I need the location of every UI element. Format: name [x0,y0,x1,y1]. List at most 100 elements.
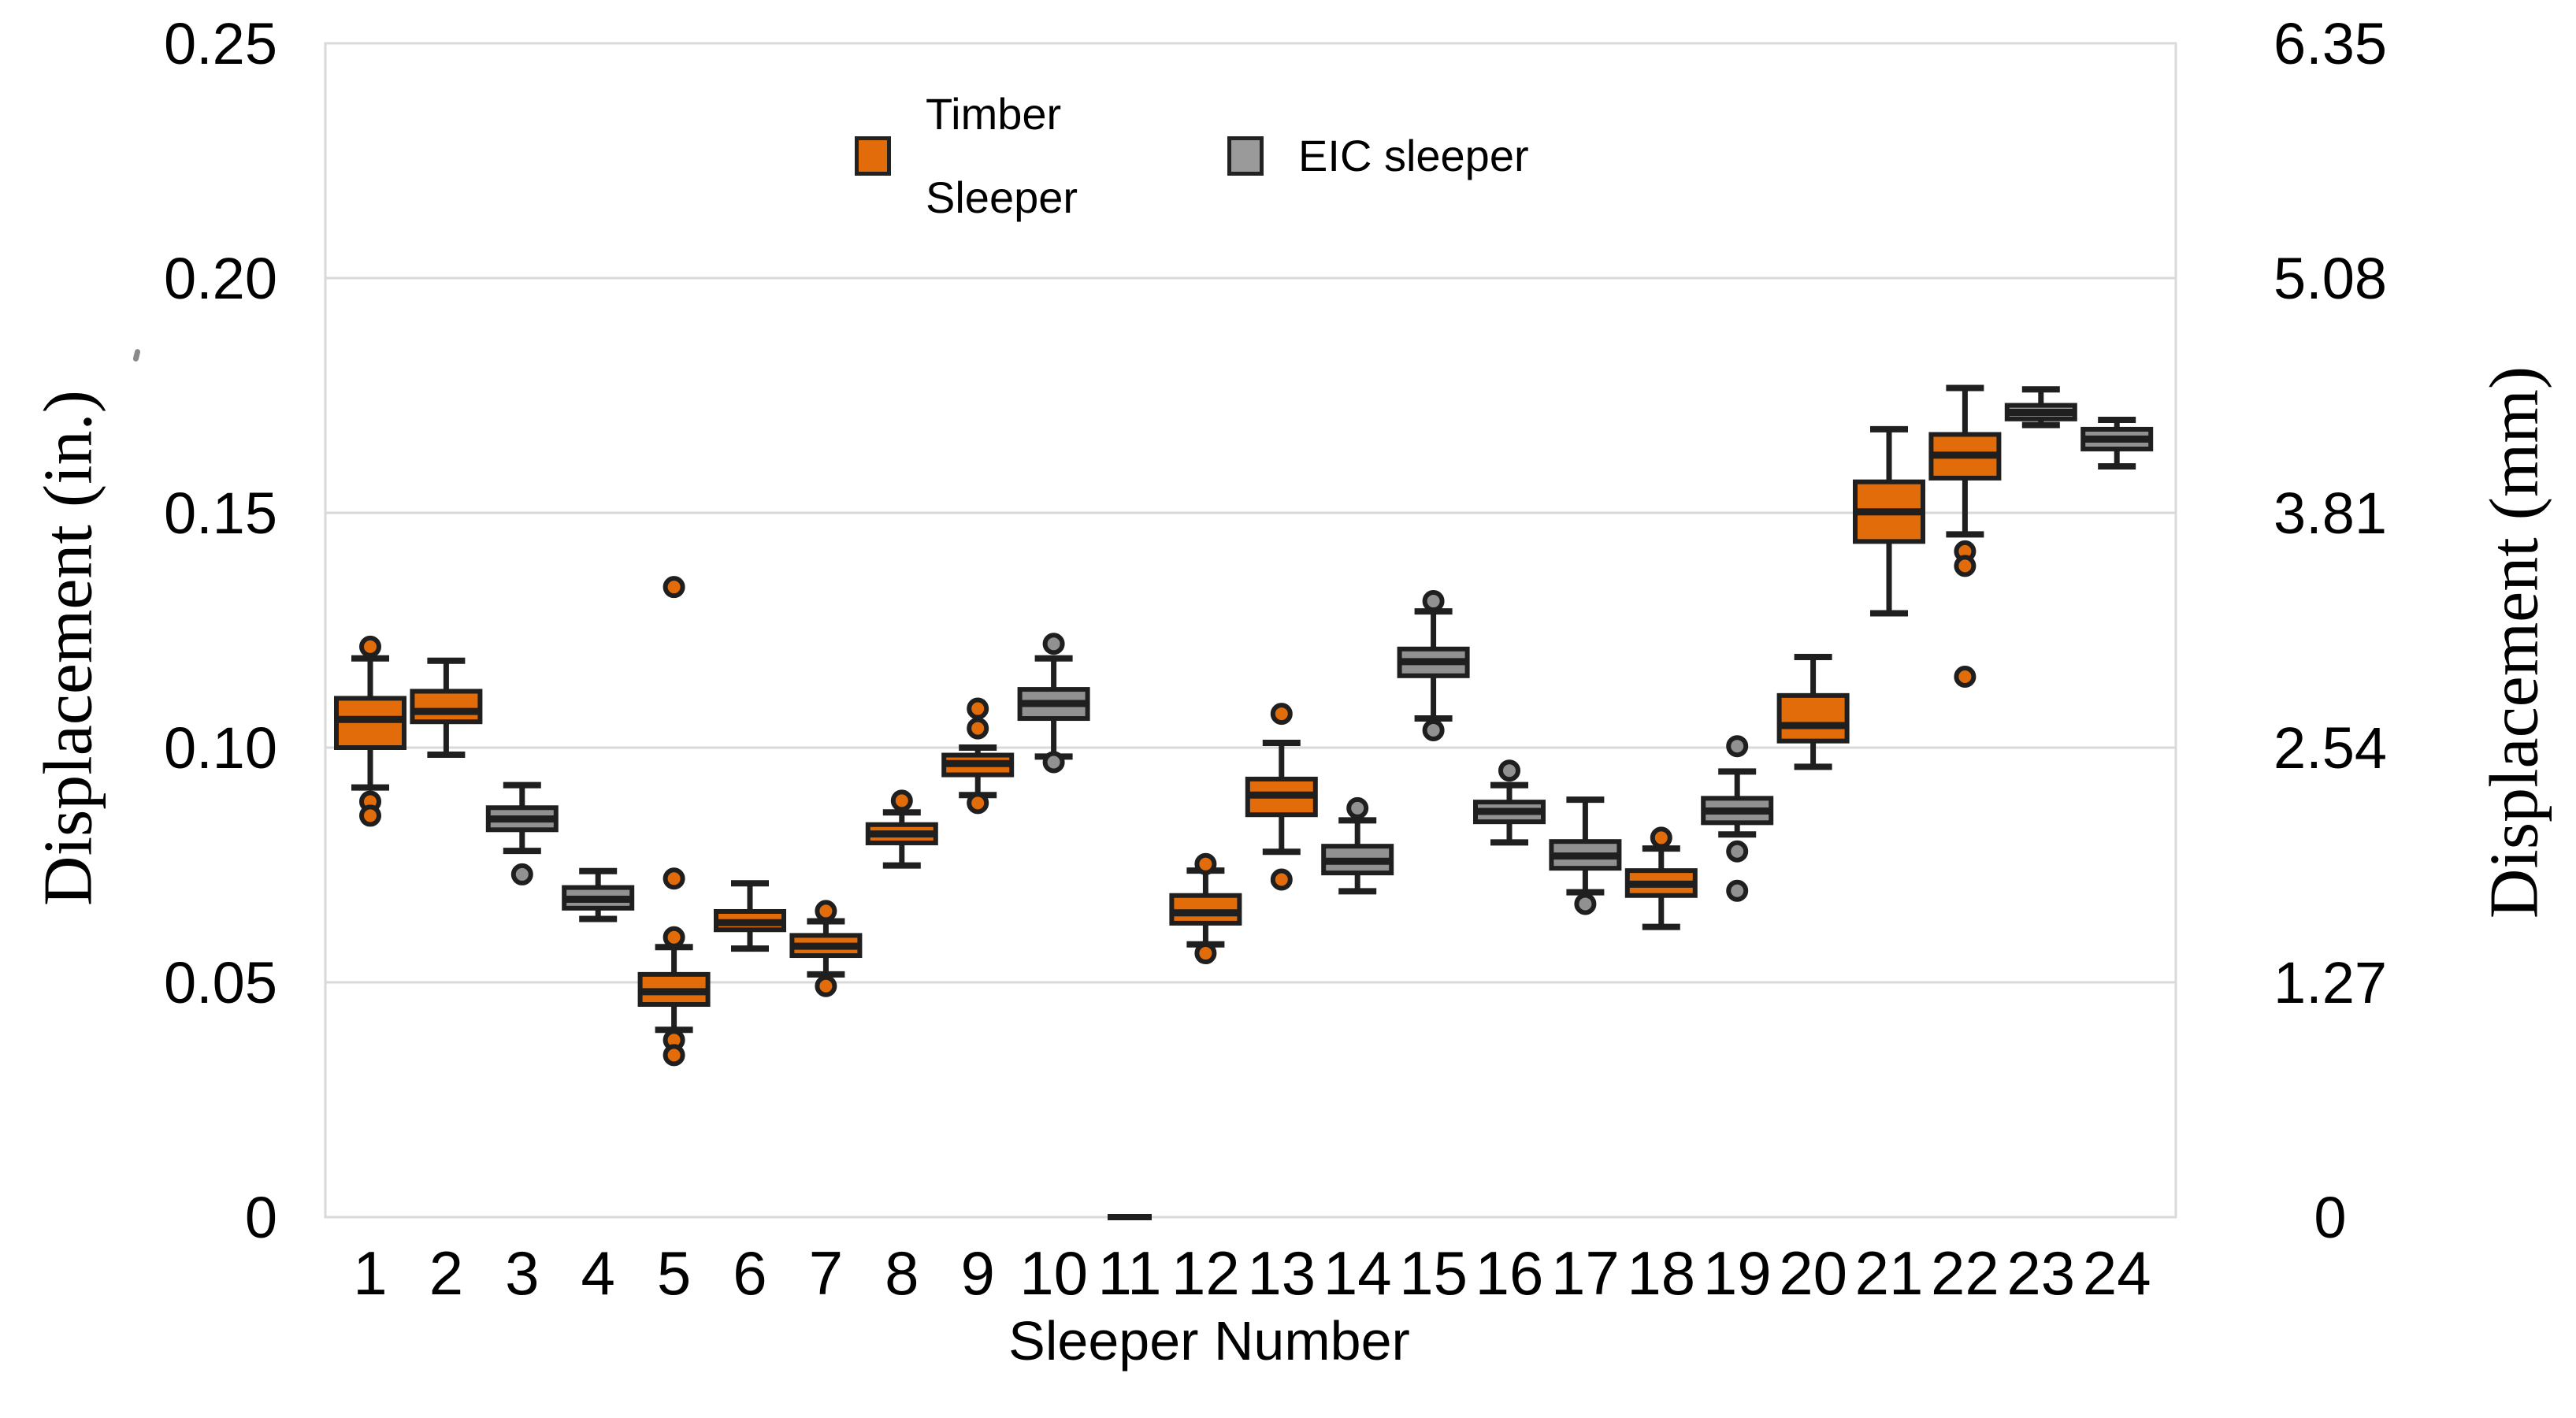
boxplot-sleeper-8 [865,789,938,869]
legend: Timber Sleeper EIC sleeper [855,72,1529,240]
outlier-dot [663,926,685,948]
boxplot-sleeper-3 [485,781,559,885]
x-tick-10: 10 [1019,1238,1088,1308]
x-axis-title: Sleeper Number [1008,1310,1410,1372]
outlier-dot [1194,852,1217,875]
x-tick-9: 9 [961,1238,995,1308]
outlier-dot [1270,868,1293,891]
outlier-dot [967,697,989,720]
x-tick-24: 24 [2083,1238,2151,1308]
boxplot-sleeper-24 [2080,416,2154,470]
outlier-dot [663,1044,685,1067]
outlier-dot [1194,942,1217,965]
x-tick-12: 12 [1171,1238,1240,1308]
x-tick-17: 17 [1551,1238,1620,1308]
boxplot-sleeper-4 [562,867,635,922]
y-tick-left-0.05: 0.05 [164,950,277,1015]
boxplot-sleeper-6 [714,880,786,952]
outlier-dot [1650,826,1672,849]
box-rect [410,689,483,725]
legend-item-timber: Timber Sleeper [855,72,1078,240]
x-tick-23: 23 [2006,1238,2075,1308]
x-tick-21: 21 [1855,1238,1924,1308]
y-tick-right-1.27: 1.27 [2273,950,2387,1015]
y-tick-right-0: 0 [2314,1185,2346,1250]
boxplot-sleeper-12 [1169,852,1242,965]
boxplot-sleeper-1 [334,635,406,827]
x-tick-4: 4 [581,1238,615,1308]
legend-swatch-eic-icon [1227,136,1264,176]
boxplot-sleeper-19 [1701,735,1774,902]
x-tick-15: 15 [1399,1238,1468,1308]
legend-item-eic: EIC sleeper [1227,114,1529,198]
legend-label-timber: Timber Sleeper [926,89,1078,223]
x-tick-7: 7 [809,1238,843,1308]
boxplot-sleeper-21 [1853,425,1925,617]
boxplot-sleeper-20 [1776,653,1850,770]
x-tick-22: 22 [1931,1238,1999,1308]
boxplot-sleeper-13 [1245,703,1318,891]
boxplot-sleeper-10 [1017,633,1090,774]
y-tick-right-6.35: 6.35 [2273,11,2387,76]
outlier-dot [1422,590,1445,613]
outlier-dot [1726,735,1749,758]
boxplot-sleeper-18 [1624,826,1698,930]
y-tick-left-0: 0 [245,1185,277,1250]
x-tick-2: 2 [429,1238,463,1308]
y-tick-left-0.15: 0.15 [164,481,277,546]
boxplot-sleeper-16 [1473,759,1546,846]
outlier-dot [1498,759,1520,782]
outlier-dot [1422,718,1445,741]
x-tick-14: 14 [1323,1238,1392,1308]
outlier-dot [510,863,533,885]
boxplot-sleeper-15 [1397,590,1470,741]
x-tick-13: 13 [1247,1238,1316,1308]
outlier-dot [1346,796,1369,819]
boxplot-sleeper-14 [1321,796,1394,895]
legend-label-eic: EIC sleeper [1298,131,1529,181]
outlier-dot [1726,840,1749,863]
y-tick-left-0.20: 0.20 [164,246,277,311]
y-tick-right-3.81: 3.81 [2273,481,2387,546]
outlier-dot [1726,879,1749,902]
outlier-dot [1042,633,1065,655]
box-rect [1776,692,1850,744]
x-tick-20: 20 [1779,1238,1847,1308]
x-tick-8: 8 [885,1238,919,1308]
x-tick-5: 5 [657,1238,691,1308]
x-tick-3: 3 [505,1238,539,1308]
y-tick-left-0.10: 0.10 [164,715,277,781]
legend-swatch-timber-icon [855,136,891,176]
x-tick-16: 16 [1475,1238,1544,1308]
outlier-dot [1042,751,1065,774]
y-axis-title-left: Displacement (in.) [30,390,107,906]
outlier-dot [967,717,989,740]
y-tick-right-5.08: 5.08 [2273,246,2387,311]
boxplot-sleeper-2 [410,657,483,758]
outlier-dot [359,804,381,827]
outlier-dot [1270,703,1293,726]
outlier-dot [1574,893,1597,915]
plot-border [324,42,2177,1219]
outlier-dot [815,974,837,997]
boxplot-sleeper-7 [789,900,863,997]
y-tick-left-0.25: 0.25 [164,11,277,76]
outlier-dot [890,789,913,812]
outlier-dot [663,576,685,599]
x-tick-11: 11 [1098,1238,1162,1308]
outlier-dot [1954,666,1977,689]
boxplot-sleeper-23 [2004,386,2077,429]
outlier-dot [663,867,685,890]
x-tick-18: 18 [1627,1238,1695,1308]
y-axis-title-right: Displacement (mm) [2476,366,2553,919]
outlier-dot [815,900,837,922]
outlier-dot [1954,555,1977,577]
outlier-dot [967,792,989,815]
x-tick-6: 6 [733,1238,766,1308]
boxplot-sleeper-17 [1549,796,1622,915]
x-tick-19: 19 [1703,1238,1772,1308]
boxplot-sleeper-5 [637,576,711,1067]
outlier-dot [359,635,381,658]
